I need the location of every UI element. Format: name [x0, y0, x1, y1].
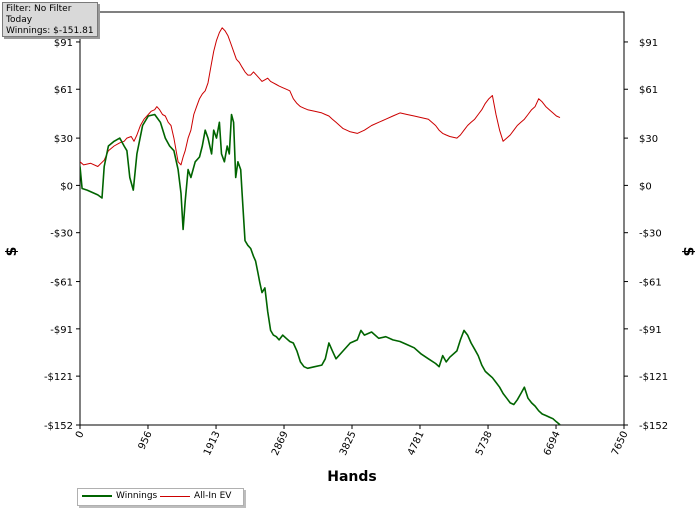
y-tick-label-right: -$121 — [639, 372, 668, 383]
filter-label: Filter: No Filter — [6, 4, 72, 14]
x-tick-label: 5738 — [474, 430, 495, 458]
y-tick-label-right: -$30 — [639, 229, 662, 240]
y-tick-label-right: $30 — [639, 134, 658, 145]
y-tick-label-left: -$152 — [44, 421, 73, 432]
filter-period: Today — [6, 15, 33, 25]
y-axis-title-right: $ — [680, 247, 696, 257]
y-tick-label-left: -$91 — [50, 325, 73, 336]
x-axis-title: Hands — [327, 469, 377, 485]
y-tick-label-left: $0 — [60, 181, 73, 192]
x-tick-label: 1913 — [202, 430, 223, 458]
legend-label-allin-ev: All-In EV — [194, 491, 232, 501]
legend-label-winnings: Winnings — [116, 491, 158, 501]
filter-info-box: Filter: No Filter Today Winnings: $-151.… — [2, 2, 98, 37]
legend-swatch-allin-ev — [160, 495, 190, 497]
axes — [76, 11, 628, 429]
x-tick-label: 3825 — [338, 430, 359, 458]
x-tick-label: 7650 — [610, 430, 631, 458]
legend-swatch-winnings — [82, 495, 112, 497]
x-tick-label: 6694 — [542, 430, 563, 458]
x-tick-label: 0 — [74, 430, 87, 440]
y-tick-label-left: -$61 — [50, 278, 73, 289]
x-tick-label: 2869 — [270, 430, 291, 458]
series-line-winnings — [80, 113, 561, 425]
y-tick-label-right: -$152 — [639, 421, 668, 432]
y-tick-label-left: -$121 — [44, 372, 73, 383]
x-tick-label: 956 — [137, 430, 155, 452]
y-tick-label-left: $30 — [54, 134, 73, 145]
y-tick-label-left: $91 — [54, 38, 73, 49]
y-tick-label-right: -$91 — [639, 325, 662, 336]
series-line-all-in-ev — [80, 27, 561, 167]
series-lines — [80, 27, 561, 425]
legend-item-winnings: Winnings — [82, 491, 157, 501]
plot-frame — [79, 11, 625, 426]
y-tick-label-right: $61 — [639, 85, 658, 96]
y-tick-label-left: $61 — [54, 85, 73, 96]
y-tick-label-right: -$61 — [639, 278, 662, 289]
y-axis-title-left: $ — [4, 247, 20, 257]
y-tick-label-left: -$30 — [50, 229, 73, 240]
y-tick-label-right: $0 — [639, 181, 652, 192]
x-tick-label: 4781 — [406, 430, 427, 458]
y-tick-label-right: $91 — [639, 38, 658, 49]
legend: Winnings All-In EV — [77, 488, 244, 506]
filter-winnings: Winnings: $-151.81 — [6, 26, 94, 36]
legend-item-allin-ev: All-In EV — [160, 491, 231, 501]
